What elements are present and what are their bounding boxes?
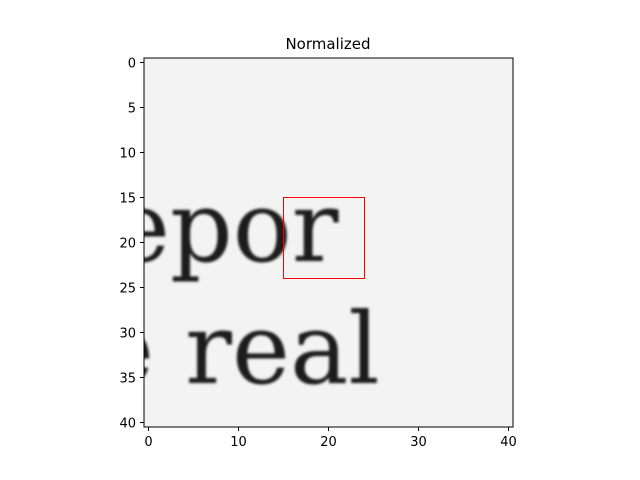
y-tick-label: 10 (119, 147, 136, 162)
y-tick-label: 20 (119, 237, 136, 252)
highlight-box (283, 197, 365, 279)
y-tick-label: 25 (119, 282, 136, 297)
image-plot-area: epor e real (96, 57, 514, 428)
x-tick-label: 20 (320, 435, 337, 450)
y-tick-label: 30 (119, 327, 136, 342)
chart-title: Normalized (285, 35, 370, 53)
x-axis: 0 10 20 30 40 (144, 427, 517, 450)
y-axis: 0 5 10 15 20 25 30 35 40 (119, 57, 144, 432)
y-tick-label: 15 (119, 192, 136, 207)
plot-background (144, 58, 513, 427)
x-tick-label: 10 (230, 435, 247, 450)
y-tick-label: 0 (128, 57, 136, 72)
image-text-line-1: epor (112, 171, 339, 285)
image-text-line-2: e real (96, 293, 380, 407)
scanned-text-image: epor e real (96, 171, 380, 407)
y-tick-label: 40 (119, 417, 136, 432)
x-tick-label: 40 (500, 435, 517, 450)
x-tick-label: 30 (410, 435, 427, 450)
y-tick-label: 35 (119, 372, 136, 387)
y-tick-label: 5 (128, 102, 136, 117)
x-tick-label: 0 (144, 435, 152, 450)
